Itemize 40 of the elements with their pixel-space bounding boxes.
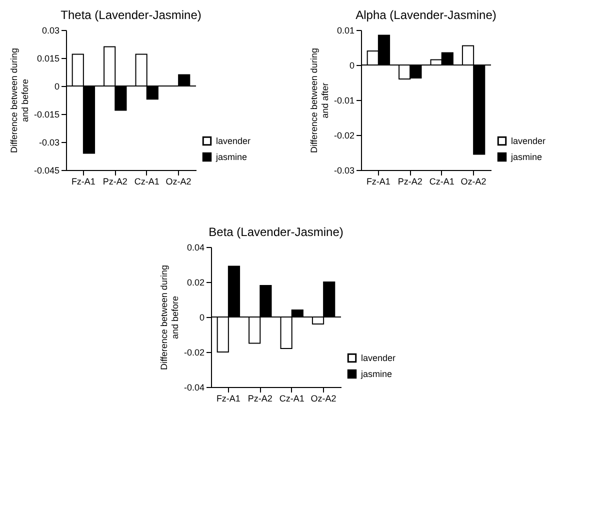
y-tick-label: -0.04	[183, 382, 204, 392]
x-tick-label: Fz-A1	[216, 394, 240, 404]
y-tick-label: -0.015	[34, 110, 60, 120]
chart-title: Theta (Lavender-Jasmine)	[60, 8, 202, 22]
y-tick-label: 0.04	[186, 242, 204, 252]
x-tick-label: Pz-A2	[102, 176, 128, 186]
y-tick-label: -0.01	[333, 96, 354, 106]
y-tick-label: 0	[198, 312, 204, 322]
x-tick-label: Oz-A2	[460, 176, 486, 186]
y-tick-label: 0.03	[42, 26, 60, 36]
y-tick-label: -0.03	[333, 166, 354, 176]
x-tick-label: Oz-A2	[310, 394, 336, 404]
y-tick-label: 0.02	[186, 278, 204, 288]
x-tick-label: Fz-A1	[366, 176, 390, 186]
y-axis-title: Difference between during and before	[158, 265, 180, 370]
y-tick-label: 0	[348, 60, 354, 70]
y-tick-label: -0.03	[38, 138, 60, 148]
legend-label: jasmine	[360, 369, 392, 379]
chart-title: Beta (Lavender-Jasmine)	[208, 225, 343, 239]
x-tick-label: Pz-A2	[247, 394, 272, 404]
y-tick-label: -0.02	[333, 130, 354, 140]
chart-title: Alpha (Lavender-Jasmine)	[355, 8, 496, 22]
legend-label: lavender	[216, 136, 251, 146]
y-tick-label: 0	[54, 82, 60, 92]
x-tick-label: Fz-A1	[71, 176, 96, 186]
y-tick-label: 0.01	[336, 26, 354, 36]
legend-label: lavender	[360, 353, 396, 363]
y-axis-title: Difference between during and before	[8, 48, 30, 153]
y-tick-label: 0.015	[36, 54, 60, 64]
legend-label: lavender	[510, 136, 546, 146]
x-tick-label: Oz-A2	[166, 176, 192, 186]
x-tick-label: Cz-A1	[134, 176, 160, 186]
legend-label: jasmine	[510, 152, 542, 162]
y-tick-label: -0.02	[183, 348, 204, 358]
x-tick-label: Cz-A1	[428, 176, 454, 186]
y-axis-title: Difference between during and after	[308, 48, 330, 153]
legend-label: jasmine	[215, 152, 248, 162]
x-tick-label: Pz-A2	[397, 176, 422, 186]
x-tick-label: Cz-A1	[278, 394, 304, 404]
y-tick-label: -0.045	[34, 166, 60, 176]
